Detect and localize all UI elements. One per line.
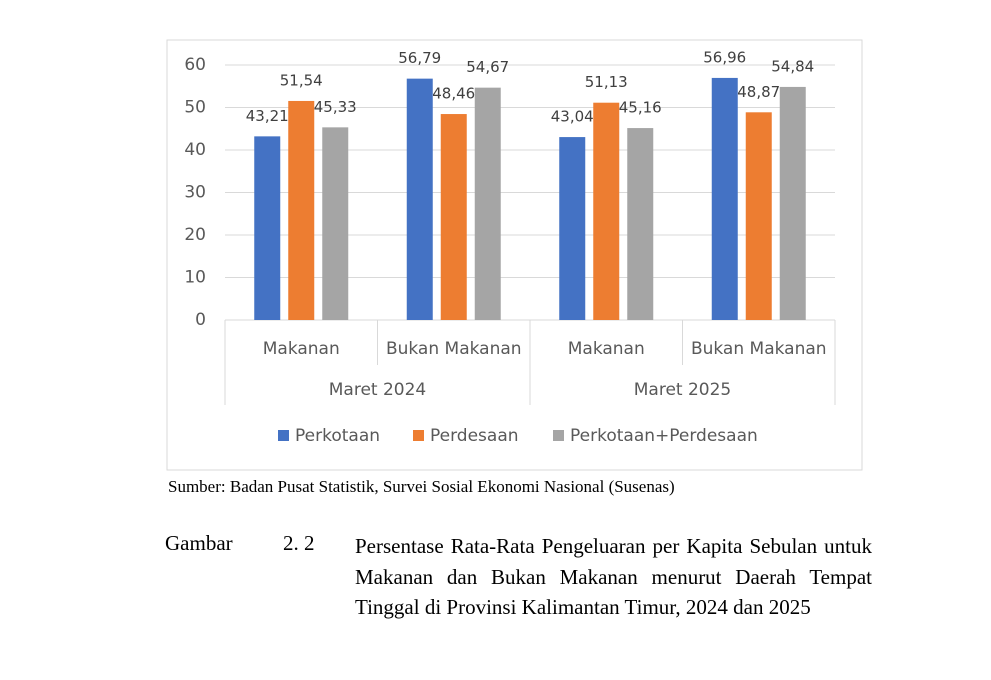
bar: [406, 78, 433, 320]
x-tick-label: Makanan: [263, 339, 340, 359]
value-label: 48,87: [737, 83, 780, 101]
x-tick-label: Bukan Makanan: [691, 339, 827, 359]
y-tick-label: 10: [184, 268, 206, 288]
x-group-label: Maret 2024: [329, 380, 427, 400]
bar: [254, 136, 281, 320]
value-label: 51,13: [585, 73, 628, 91]
bar: [440, 114, 467, 320]
bar: [779, 86, 806, 321]
bar: [559, 137, 586, 320]
legend-swatch: [413, 430, 424, 441]
bar: [593, 102, 620, 320]
value-label: 45,33: [314, 98, 357, 116]
bar: [745, 112, 772, 321]
bar: [288, 100, 315, 320]
x-tick-label: Makanan: [568, 339, 645, 359]
legend-swatch: [553, 430, 564, 441]
bar: [474, 87, 501, 320]
x-tick-label: Bukan Makanan: [386, 339, 522, 359]
caption-label: Gambar: [165, 531, 233, 555]
bar: [627, 128, 654, 320]
value-label: 43,04: [551, 108, 594, 126]
value-label: 48,46: [432, 85, 475, 103]
x-group-label: Maret 2025: [634, 380, 732, 400]
y-tick-label: 50: [184, 98, 206, 118]
caption-text: Persentase Rata-Rata Pengeluaran per Kap…: [355, 534, 872, 619]
y-tick-label: 30: [184, 183, 206, 203]
y-tick-label: 0: [195, 310, 206, 330]
value-label: 45,16: [619, 99, 662, 117]
legend-label: Perdesaan: [430, 426, 519, 446]
value-label: 43,21: [246, 107, 289, 125]
y-tick-label: 40: [184, 140, 206, 160]
value-label: 51,54: [280, 71, 323, 89]
y-tick-label: 20: [184, 225, 206, 245]
bar: [711, 77, 738, 320]
value-label: 56,79: [398, 49, 441, 67]
y-tick-label: 60: [184, 55, 206, 75]
legend-label: Perkotaan: [295, 426, 380, 446]
bar: [322, 127, 349, 320]
value-label: 54,84: [771, 57, 814, 75]
legend-label: Perkotaan+Perdesaan: [570, 426, 758, 446]
legend-swatch: [278, 430, 289, 441]
caption-number: 2. 2: [283, 531, 315, 555]
value-label: 56,96: [703, 48, 746, 66]
value-label: 54,67: [466, 58, 509, 76]
source-note: Sumber: Badan Pusat Statistik, Survei So…: [168, 477, 675, 496]
